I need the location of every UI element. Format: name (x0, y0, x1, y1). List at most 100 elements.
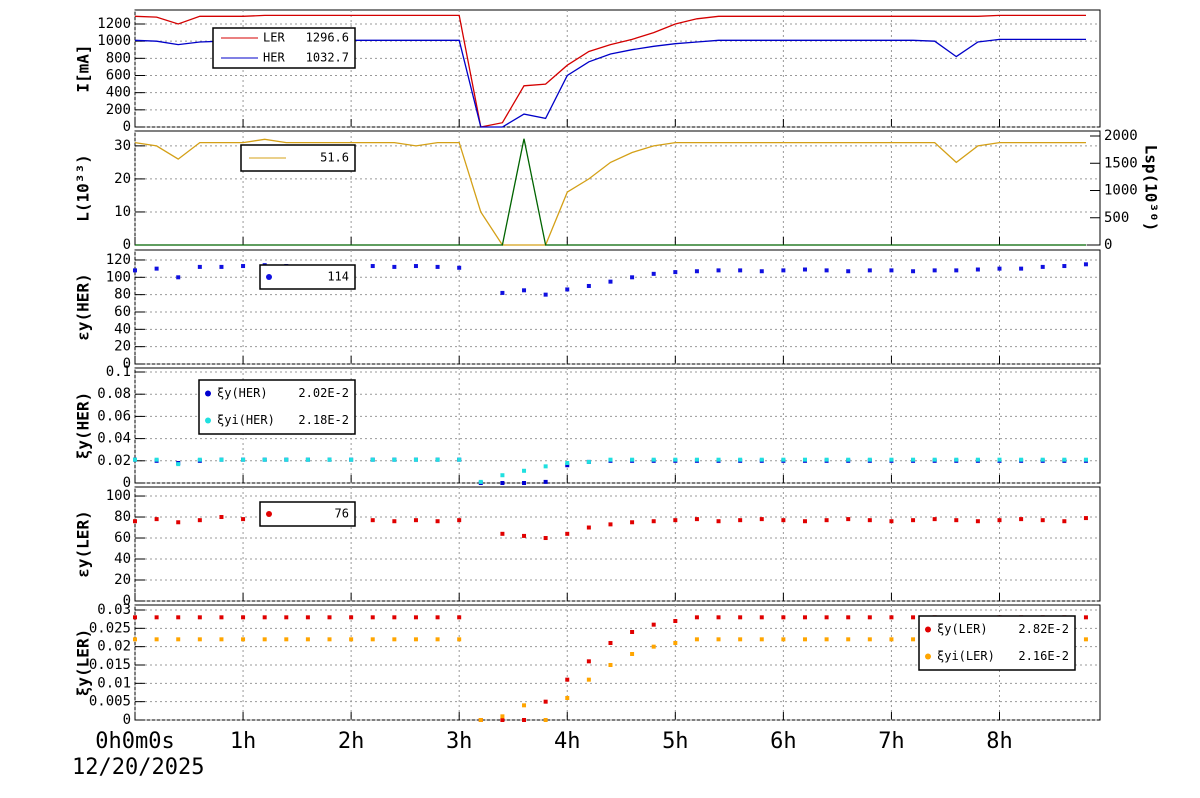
legend-name: ξy(LER) (937, 622, 988, 636)
point (176, 615, 181, 620)
point (565, 531, 570, 536)
y-tick-label: 40 (114, 321, 131, 337)
point (370, 637, 375, 642)
point (802, 615, 807, 620)
point (1083, 637, 1088, 642)
legend-box (212, 27, 356, 69)
y-tick-label: 30 (114, 138, 131, 154)
point (154, 637, 159, 642)
x-tick-label: 0h0m0s (95, 729, 174, 754)
point (802, 457, 807, 462)
y-tick-label: 0 (123, 237, 131, 253)
point (586, 659, 591, 664)
point (975, 267, 980, 272)
legend-swatch (205, 390, 211, 397)
point (133, 519, 137, 524)
point (738, 615, 743, 620)
point (500, 290, 505, 295)
point (954, 457, 959, 462)
y-tick-label: 0.1 (106, 364, 131, 380)
point (738, 637, 743, 642)
point (781, 457, 786, 462)
point (1019, 266, 1024, 271)
point (889, 519, 894, 524)
y-tick-label: 600 (106, 67, 131, 83)
point (1062, 264, 1067, 269)
point (133, 615, 137, 620)
x-tick-label: 2h (338, 729, 365, 754)
point (911, 518, 916, 523)
point (197, 264, 202, 269)
point (435, 457, 440, 462)
y-tick-label: 800 (106, 50, 131, 66)
point (1083, 615, 1088, 620)
point (219, 637, 224, 642)
point (911, 457, 916, 462)
point (133, 457, 137, 462)
point (284, 615, 289, 620)
point (586, 677, 591, 682)
point (543, 718, 548, 722)
y-tick-label: 80 (114, 509, 131, 525)
point (824, 637, 829, 642)
legend-box (918, 615, 1076, 671)
point (673, 457, 678, 462)
x-tick-label: 1h (230, 729, 257, 754)
point (305, 637, 310, 642)
point (608, 457, 613, 462)
point (241, 637, 246, 642)
point (630, 629, 635, 634)
legend-swatch (266, 274, 272, 280)
point (154, 266, 159, 271)
point (305, 615, 310, 620)
y-tick-label: 0.02 (97, 639, 131, 655)
point (1062, 457, 1067, 462)
point (435, 264, 440, 269)
point (392, 264, 397, 269)
point (370, 264, 375, 269)
point (651, 519, 656, 524)
point (305, 457, 310, 462)
y-axis-label: εy(LER) (74, 510, 93, 577)
point (716, 615, 721, 620)
point (413, 518, 418, 523)
point (176, 520, 181, 525)
point (565, 463, 570, 468)
point (262, 615, 267, 620)
point (392, 457, 397, 462)
legend-name: LER (263, 31, 285, 45)
point (673, 270, 678, 275)
legend-value: 2.82E-2 (1018, 622, 1069, 636)
point (457, 615, 462, 620)
y-tick-label: 20 (114, 339, 131, 355)
y2-tick-label: 500 (1104, 210, 1129, 226)
point (630, 275, 635, 280)
point (867, 268, 872, 273)
y-tick-label: 1000 (97, 33, 131, 49)
legend-name: HER (263, 51, 285, 65)
point (565, 695, 570, 700)
point (738, 268, 743, 273)
point (1083, 262, 1088, 267)
point (889, 268, 894, 273)
y-tick-label: 100 (106, 269, 131, 285)
point (846, 517, 851, 522)
point (1040, 518, 1045, 523)
legend-name: ξy(HER) (217, 386, 268, 400)
point (543, 464, 548, 469)
point (154, 615, 159, 620)
point (219, 457, 224, 462)
point (911, 269, 916, 274)
point (975, 519, 980, 524)
point (630, 457, 635, 462)
point (694, 615, 699, 620)
point (651, 457, 656, 462)
point (608, 640, 613, 645)
point (565, 287, 570, 292)
legend-value: 1032.7 (306, 51, 349, 65)
point (716, 457, 721, 462)
legend-value: 51.6 (320, 151, 349, 165)
point (846, 457, 851, 462)
y-tick-label: 0.015 (89, 657, 131, 673)
